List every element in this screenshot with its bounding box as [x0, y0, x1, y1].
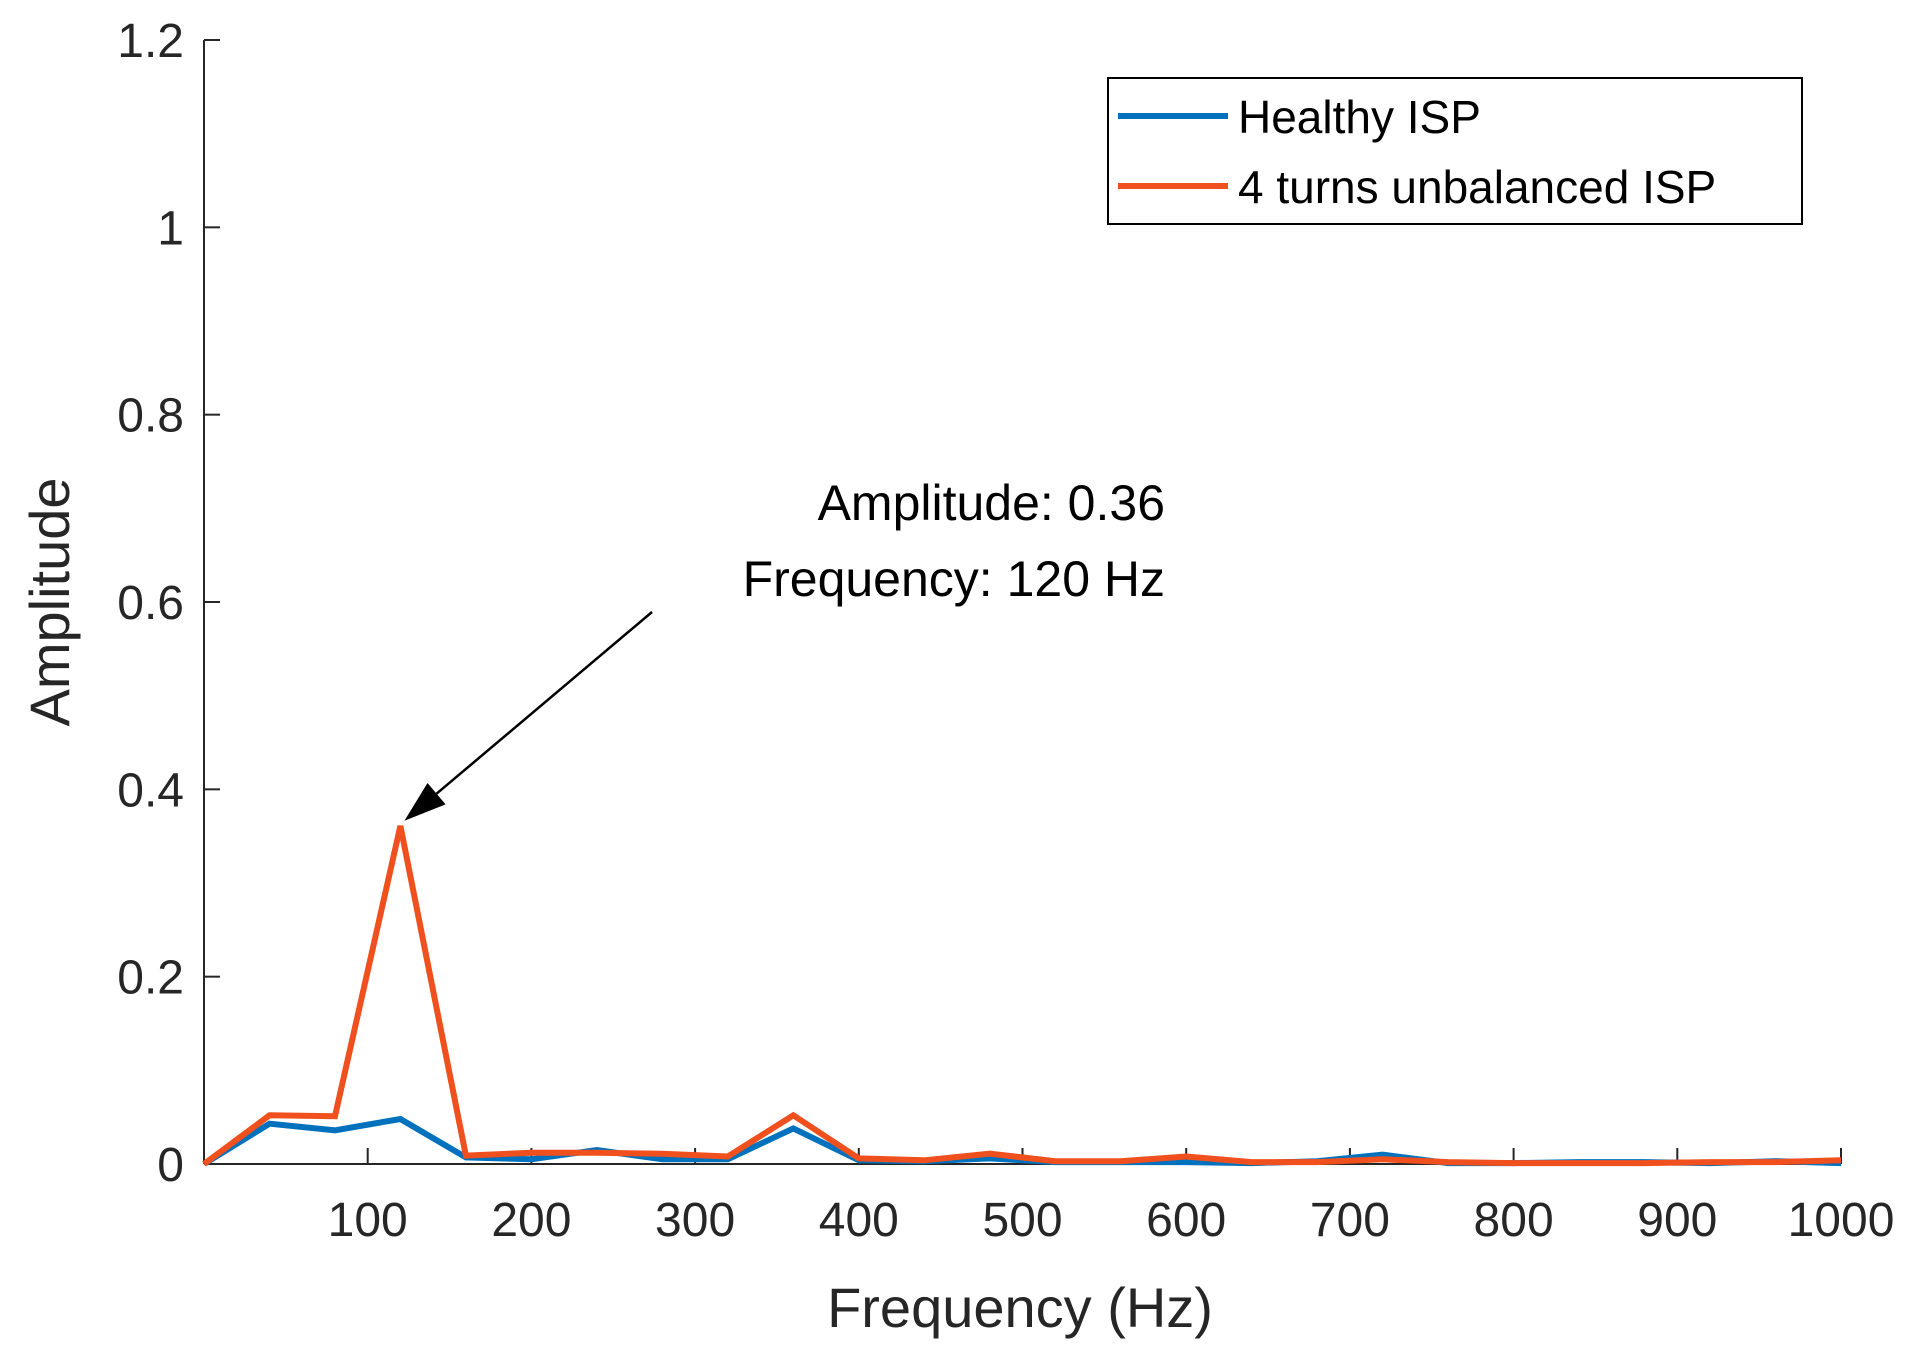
x-tick-label: 700	[1310, 1194, 1390, 1247]
x-tick-label: 500	[982, 1194, 1062, 1247]
y-tick-label: 1	[157, 202, 184, 255]
x-tick-label: 800	[1474, 1194, 1554, 1247]
y-tick-label: 0.6	[117, 577, 184, 630]
y-tick-label: 0	[157, 1139, 184, 1192]
y-tick-label: 0.8	[117, 390, 184, 443]
y-tick-label: 1.2	[117, 15, 184, 68]
annotation-arrow	[435, 611, 653, 795]
y-tick-label: 0.4	[117, 764, 184, 817]
annotation-frequency-text: Frequency: 120 Hz	[743, 551, 1165, 607]
x-tick-label: 100	[328, 1194, 408, 1247]
legend-label-4-turns-unbalanced-isp: 4 turns unbalanced ISP	[1238, 161, 1716, 213]
series-line-4-turns-unbalanced-isp	[202, 825, 1842, 1167]
y-tick-label: 0.2	[117, 952, 184, 1005]
x-tick-label: 400	[819, 1194, 899, 1247]
legend-label-healthy-isp: Healthy ISP	[1238, 91, 1481, 143]
axes: 100 200 300 400 500 600 700 800 900 1000 0 0.2 0.4 0.…	[117, 15, 1894, 1247]
annotation-arrow-head	[404, 783, 446, 821]
annotation: Amplitude: 0.36 Frequency: 120 Hz	[404, 475, 1165, 821]
x-tick-label: 600	[1146, 1194, 1226, 1247]
x-axis-label: Frequency (Hz)	[827, 1276, 1213, 1339]
annotation-amplitude-text: Amplitude: 0.36	[818, 475, 1165, 531]
x-tick-label: 200	[491, 1194, 571, 1247]
x-tick-label: 300	[655, 1194, 735, 1247]
x-tick-label: 1000	[1788, 1194, 1895, 1247]
legend: Healthy ISP 4 turns unbalanced ISP	[1107, 77, 1803, 225]
legend-box	[1107, 77, 1803, 225]
x-tick-label: 900	[1637, 1194, 1717, 1247]
y-axis-label: Amplitude	[18, 477, 81, 726]
series-lines	[202, 825, 1842, 1167]
